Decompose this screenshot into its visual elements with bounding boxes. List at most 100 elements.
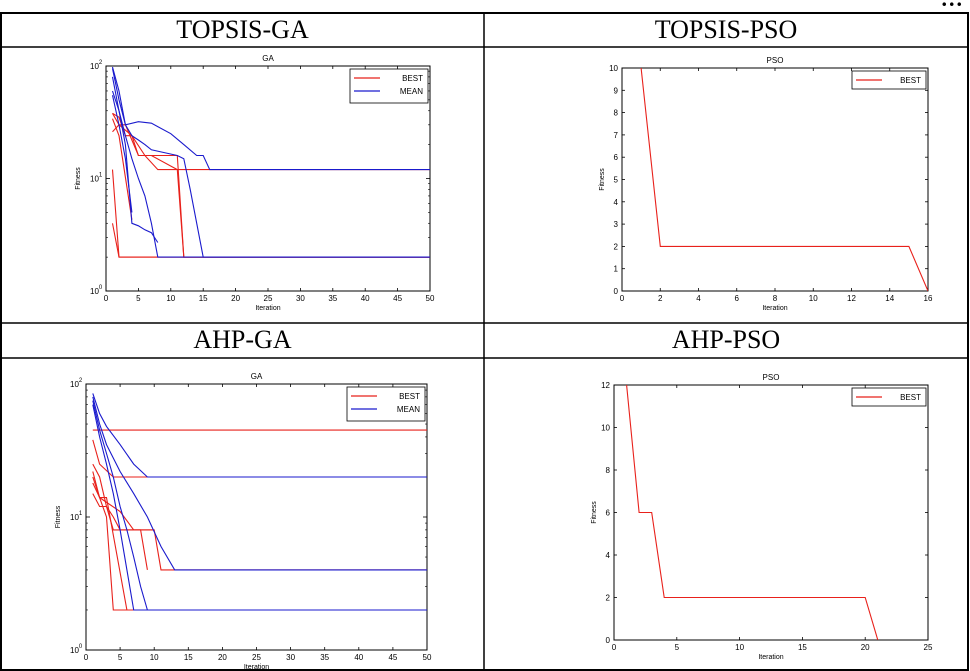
series-group [111, 66, 430, 258]
y-tick-base: 10 [90, 175, 99, 184]
chart-title: GA [262, 54, 274, 63]
y-tick-label: 8 [606, 466, 611, 475]
legend-label-best: BEST [402, 74, 423, 83]
x-tick-label: 8 [773, 294, 778, 303]
y-tick-label: 0 [606, 636, 611, 645]
y-tick-label: 102 [70, 378, 83, 389]
page-heading-fragment: ... [942, 0, 965, 12]
series-line-mean-10 [92, 404, 427, 611]
series-line-mean-9 [111, 90, 159, 243]
x-tick-label: 6 [735, 294, 740, 303]
x-tick-label: 14 [885, 294, 894, 303]
plot-frame [85, 383, 428, 651]
x-tick-label: 30 [286, 653, 295, 662]
series-line-mean-7 [111, 68, 430, 258]
x-tick-label: 15 [199, 294, 208, 303]
series-line-mean-8 [111, 76, 430, 258]
series-line-mean-8 [92, 396, 427, 571]
chart-title: PSO [763, 373, 780, 382]
legend-box [851, 387, 927, 407]
x-tick-label: 40 [354, 653, 363, 662]
x-tick-label: 0 [612, 643, 617, 652]
y-tick-label: 9 [614, 86, 619, 95]
x-tick-label: 25 [924, 643, 933, 652]
y-axis-label: Fitness [599, 168, 606, 191]
plot-frame [105, 65, 431, 292]
x-tick-label: 16 [924, 294, 933, 303]
plot-frame [613, 384, 929, 641]
cell-title-topsis-pso: TOPSIS-PSO [654, 15, 798, 44]
y-axis-label: Fitness [591, 501, 598, 524]
x-tick-label: 25 [252, 653, 261, 662]
y-tick-exponent: 1 [99, 173, 103, 179]
x-tick-label: 10 [809, 294, 818, 303]
y-tick-label: 6 [614, 153, 619, 162]
x-tick-label: 45 [393, 294, 402, 303]
y-tick-base: 10 [70, 513, 79, 522]
series-line-mean-9 [92, 400, 427, 611]
legend-label-best: BEST [900, 76, 921, 85]
x-tick-label: 20 [218, 653, 227, 662]
series-line-mean-6 [111, 66, 430, 171]
y-tick-label: 101 [90, 173, 103, 184]
y-axis-label: Fitness [75, 167, 82, 190]
legend-label-mean: MEAN [397, 405, 420, 414]
x-tick-label: 0 [84, 653, 89, 662]
y-tick-label: 2 [614, 242, 619, 251]
x-tick-label: 10 [735, 643, 744, 652]
legend-label-mean: MEAN [400, 87, 423, 96]
x-tick-label: 5 [118, 653, 123, 662]
legend-box [851, 70, 927, 90]
x-tick-label: 45 [388, 653, 397, 662]
legend-label-best: BEST [900, 393, 921, 402]
y-tick-label: 101 [70, 511, 83, 522]
x-tick-label: 5 [136, 294, 141, 303]
y-tick-label: 4 [606, 551, 611, 560]
x-tick-label: 35 [328, 294, 337, 303]
y-tick-label: 2 [606, 594, 611, 603]
cell-title-ahp-pso: AHP-PSO [671, 325, 781, 354]
x-tick-label: 10 [150, 653, 159, 662]
y-tick-base: 10 [70, 380, 79, 389]
x-tick-label: 15 [184, 653, 193, 662]
y-tick-label: 4 [614, 198, 619, 207]
series-line-best-0 [640, 68, 928, 291]
series-group [640, 68, 928, 291]
y-tick-label: 0 [614, 287, 619, 296]
x-tick-label: 35 [320, 653, 329, 662]
x-tick-label: 20 [231, 294, 240, 303]
y-tick-label: 10 [609, 64, 618, 73]
x-tick-label: 50 [426, 294, 435, 303]
legend-box [349, 68, 429, 104]
legend-label-best: BEST [399, 392, 420, 401]
y-tick-exponent: 0 [99, 285, 103, 291]
y-tick-label: 102 [90, 60, 103, 71]
y-tick-label: 100 [90, 285, 103, 296]
series-line-best-0 [626, 385, 879, 640]
x-tick-label: 4 [696, 294, 701, 303]
x-tick-label: 0 [620, 294, 625, 303]
x-tick-label: 40 [361, 294, 370, 303]
x-tick-label: 12 [847, 294, 856, 303]
x-tick-label: 5 [675, 643, 680, 652]
plot-frame [621, 67, 929, 292]
chart-title: GA [251, 372, 263, 381]
y-axis-label: Fitness [55, 505, 62, 528]
y-tick-label: 5 [614, 176, 619, 185]
x-tick-label: 10 [166, 294, 175, 303]
y-tick-label: 100 [70, 644, 83, 655]
series-group [92, 393, 427, 611]
cell-title-ahp-ga: AHP-GA [193, 325, 292, 354]
x-tick-label: 30 [296, 294, 305, 303]
y-tick-exponent: 0 [79, 644, 83, 650]
y-tick-label: 7 [614, 131, 619, 140]
y-tick-exponent: 2 [79, 378, 83, 384]
series-line-best-5 [111, 118, 133, 220]
x-tick-label: 15 [798, 643, 807, 652]
y-tick-label: 3 [614, 220, 619, 229]
